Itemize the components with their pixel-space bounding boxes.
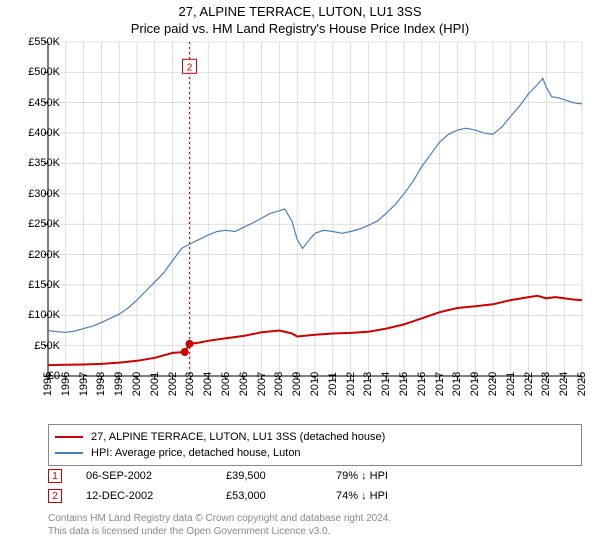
legend-swatch-price bbox=[55, 436, 83, 438]
xtick-label: 2014 bbox=[380, 372, 392, 396]
legend-row-hpi: HPI: Average price, detached house, Luto… bbox=[55, 445, 575, 461]
xtick-label: 2004 bbox=[202, 372, 214, 396]
xtick-label: 2007 bbox=[256, 372, 268, 396]
ytick-label: £150K bbox=[16, 279, 60, 291]
xtick-label: 2017 bbox=[434, 372, 446, 396]
marker-date-2: 12-DEC-2002 bbox=[86, 490, 226, 502]
xtick-label: 2005 bbox=[220, 372, 232, 396]
marker-row-1: 1 06-SEP-2002 £39,500 79% ↓ HPI bbox=[48, 466, 582, 486]
ytick-label: £450K bbox=[16, 97, 60, 109]
chart-svg: 2 bbox=[48, 42, 582, 376]
marker-pct-1: 79% ↓ HPI bbox=[336, 470, 446, 482]
xtick-label: 2008 bbox=[273, 372, 285, 396]
attribution-line1: Contains HM Land Registry data © Crown c… bbox=[48, 512, 582, 525]
xtick-label: 2011 bbox=[327, 372, 339, 396]
xtick-label: 1999 bbox=[113, 372, 125, 396]
legend-swatch-hpi bbox=[55, 452, 83, 454]
chart-area: 2 bbox=[48, 42, 582, 376]
legend-label-hpi: HPI: Average price, detached house, Luto… bbox=[91, 447, 301, 459]
legend-label-price: 27, ALPINE TERRACE, LUTON, LU1 3SS (deta… bbox=[91, 431, 385, 443]
marker-num-2: 2 bbox=[52, 491, 58, 502]
xtick-label: 1996 bbox=[60, 372, 72, 396]
ytick-label: £550K bbox=[16, 36, 60, 48]
xtick-label: 2009 bbox=[291, 372, 303, 396]
xtick-label: 2020 bbox=[487, 372, 499, 396]
ytick-label: £300K bbox=[16, 188, 60, 200]
marker-price-2: £53,000 bbox=[226, 490, 336, 502]
xtick-label: 2002 bbox=[167, 372, 179, 396]
title-main: 27, ALPINE TERRACE, LUTON, LU1 3SS bbox=[0, 4, 600, 19]
xtick-label: 1997 bbox=[78, 372, 90, 396]
xtick-label: 2023 bbox=[540, 372, 552, 396]
xtick-label: 2012 bbox=[345, 372, 357, 396]
xtick-label: 1998 bbox=[95, 372, 107, 396]
ytick-label: £200K bbox=[16, 249, 60, 261]
xtick-label: 2021 bbox=[505, 372, 517, 396]
ytick-label: £350K bbox=[16, 157, 60, 169]
xtick-label: 2022 bbox=[523, 372, 535, 396]
marker-pct-2: 74% ↓ HPI bbox=[336, 490, 446, 502]
xtick-label: 2010 bbox=[309, 372, 321, 396]
xtick-label: 2016 bbox=[416, 372, 428, 396]
xtick-label: 2006 bbox=[238, 372, 250, 396]
marker-table: 1 06-SEP-2002 £39,500 79% ↓ HPI 2 12-DEC… bbox=[48, 466, 582, 506]
ytick-label: £100K bbox=[16, 309, 60, 321]
ytick-label: £400K bbox=[16, 127, 60, 139]
marker-row-2: 2 12-DEC-2002 £53,000 74% ↓ HPI bbox=[48, 486, 582, 506]
ytick-label: £250K bbox=[16, 218, 60, 230]
xtick-label: 2003 bbox=[184, 372, 196, 396]
title-sub: Price paid vs. HM Land Registry's House … bbox=[0, 21, 600, 36]
arrow-down-icon: ↓ bbox=[361, 490, 367, 502]
ytick-label: £500K bbox=[16, 66, 60, 78]
attribution: Contains HM Land Registry data © Crown c… bbox=[48, 512, 582, 538]
xtick-label: 2019 bbox=[469, 372, 481, 396]
marker-date-1: 06-SEP-2002 bbox=[86, 470, 226, 482]
xtick-label: 2025 bbox=[576, 372, 588, 396]
marker-num-1: 1 bbox=[52, 471, 58, 482]
xtick-label: 1995 bbox=[42, 372, 54, 396]
svg-text:2: 2 bbox=[187, 62, 193, 73]
marker-badge-1: 1 bbox=[48, 469, 62, 483]
attribution-line2: This data is licensed under the Open Gov… bbox=[48, 525, 582, 538]
legend-row-price: 27, ALPINE TERRACE, LUTON, LU1 3SS (deta… bbox=[55, 429, 575, 445]
xtick-label: 2024 bbox=[558, 372, 570, 396]
arrow-down-icon: ↓ bbox=[361, 470, 367, 482]
xtick-label: 2001 bbox=[149, 372, 161, 396]
xtick-label: 2018 bbox=[451, 372, 463, 396]
xtick-label: 2015 bbox=[398, 372, 410, 396]
xtick-label: 2000 bbox=[131, 372, 143, 396]
marker-badge-2: 2 bbox=[48, 489, 62, 503]
ytick-label: £50K bbox=[16, 340, 60, 352]
marker-price-1: £39,500 bbox=[226, 470, 336, 482]
legend: 27, ALPINE TERRACE, LUTON, LU1 3SS (deta… bbox=[48, 424, 582, 466]
chart-container: 27, ALPINE TERRACE, LUTON, LU1 3SS Price… bbox=[0, 0, 600, 560]
xtick-label: 2013 bbox=[362, 372, 374, 396]
title-block: 27, ALPINE TERRACE, LUTON, LU1 3SS Price… bbox=[0, 0, 600, 36]
